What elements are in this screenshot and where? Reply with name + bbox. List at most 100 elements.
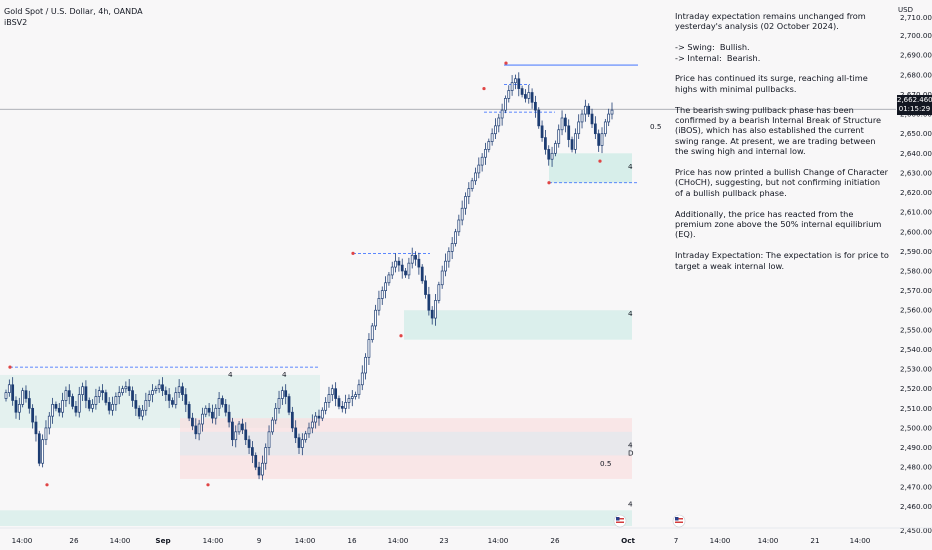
candle-body (194, 425, 198, 435)
candle-body (137, 407, 141, 417)
x-tick-label: 21 (810, 536, 819, 545)
candle-body (21, 390, 25, 405)
candle-body (97, 390, 101, 397)
candle-body (191, 417, 194, 427)
candle-body (334, 388, 338, 399)
x-tick-label: Sep (155, 536, 170, 545)
candle-body (234, 431, 238, 441)
candle-body (307, 427, 311, 435)
candle-body (484, 149, 487, 158)
candle-body (593, 123, 597, 135)
eq-zone (180, 431, 632, 456)
y-tick-label: 2,550.000 (900, 325, 932, 334)
candle-body (231, 421, 234, 441)
candle-body (54, 404, 58, 409)
flag-stripe (675, 521, 683, 523)
candle-body (317, 415, 321, 419)
candle-body (101, 390, 104, 393)
x-tick-label: 14:00 (110, 536, 131, 545)
candle-body (61, 400, 64, 413)
swing-marker (547, 181, 551, 185)
candle-body (337, 398, 341, 407)
candle-body (117, 392, 121, 397)
candle-body (161, 384, 164, 392)
candle-body (81, 386, 84, 395)
zone-marker: 4 (628, 309, 633, 318)
chart-title: Gold Spot / U.S. Dollar, 4h, OANDA (4, 7, 143, 16)
candle-body (600, 133, 604, 146)
y-tick-label: 2,520.000 (900, 384, 932, 393)
candle-body (131, 390, 134, 401)
candle-body (597, 133, 601, 146)
demand-zone (0, 510, 632, 526)
candle-body (51, 404, 54, 417)
candle-body (567, 125, 571, 140)
y-tick-label: 2,670.000 (900, 90, 932, 99)
y-tick-label: 2,450.000 (900, 526, 932, 535)
candle-body (124, 386, 128, 390)
x-tick-label: 26 (550, 536, 560, 545)
candle-body (37, 433, 41, 464)
candle-body (151, 390, 154, 395)
candle-body (241, 423, 244, 431)
candle-body (174, 392, 178, 405)
eq-label: 0.5 (650, 122, 661, 131)
candle-body (91, 404, 94, 409)
candle-body (424, 280, 427, 295)
candle-body (237, 423, 241, 433)
candle-body (480, 156, 484, 166)
y-tick-label: 2,510.000 (900, 404, 932, 413)
price-axis[interactable] (896, 0, 932, 550)
y-tick-label: 2,580.000 (900, 267, 932, 276)
y-tick-label: 2,470.000 (900, 482, 932, 491)
candle-body (257, 466, 261, 476)
candle-body (517, 78, 521, 89)
candle-body (607, 113, 611, 123)
candle-body (474, 172, 477, 182)
candle-body (27, 398, 31, 409)
candle-body (157, 384, 161, 390)
candle-body (397, 260, 401, 266)
candle-body (227, 411, 231, 423)
candle-body (374, 309, 377, 327)
candle-body (261, 462, 264, 476)
candle-body (270, 419, 274, 433)
candle-body (44, 427, 48, 441)
candle-body (114, 396, 118, 405)
candle-body (310, 421, 314, 429)
us-flag-icon[interactable] (672, 514, 686, 528)
candle-body (280, 390, 284, 399)
swing-marker (598, 159, 602, 163)
candle-body (447, 251, 451, 262)
x-tick-label: Oct (621, 536, 635, 545)
candle-body (84, 386, 88, 401)
candle-body (467, 188, 471, 197)
candle-body (390, 266, 394, 276)
candle-body (364, 356, 367, 374)
candle-body (554, 143, 557, 154)
candle-body (370, 325, 374, 341)
x-tick-label: 14:00 (12, 536, 33, 545)
candle-body (34, 421, 38, 435)
currency-label[interactable]: USD (898, 6, 913, 14)
candle-body (494, 125, 497, 135)
us-flag-icon[interactable] (613, 514, 627, 528)
candle-body (24, 390, 28, 399)
candle-body (460, 207, 464, 221)
candle-body (387, 274, 391, 284)
candle-body (580, 113, 584, 123)
candle-body (224, 404, 228, 413)
x-tick-label: 7 (674, 536, 679, 545)
candle-body (384, 282, 387, 291)
y-tick-label: 2,620.000 (900, 188, 932, 197)
candle-body (540, 125, 544, 138)
y-tick-label: 2,640.000 (900, 149, 932, 158)
indicator-label[interactable]: iBSV2 (4, 18, 28, 27)
candle-body (394, 260, 397, 268)
candle-body (7, 384, 11, 393)
candle-body (530, 92, 534, 103)
x-tick-label: 26 (69, 536, 79, 545)
candle-body (457, 219, 461, 233)
